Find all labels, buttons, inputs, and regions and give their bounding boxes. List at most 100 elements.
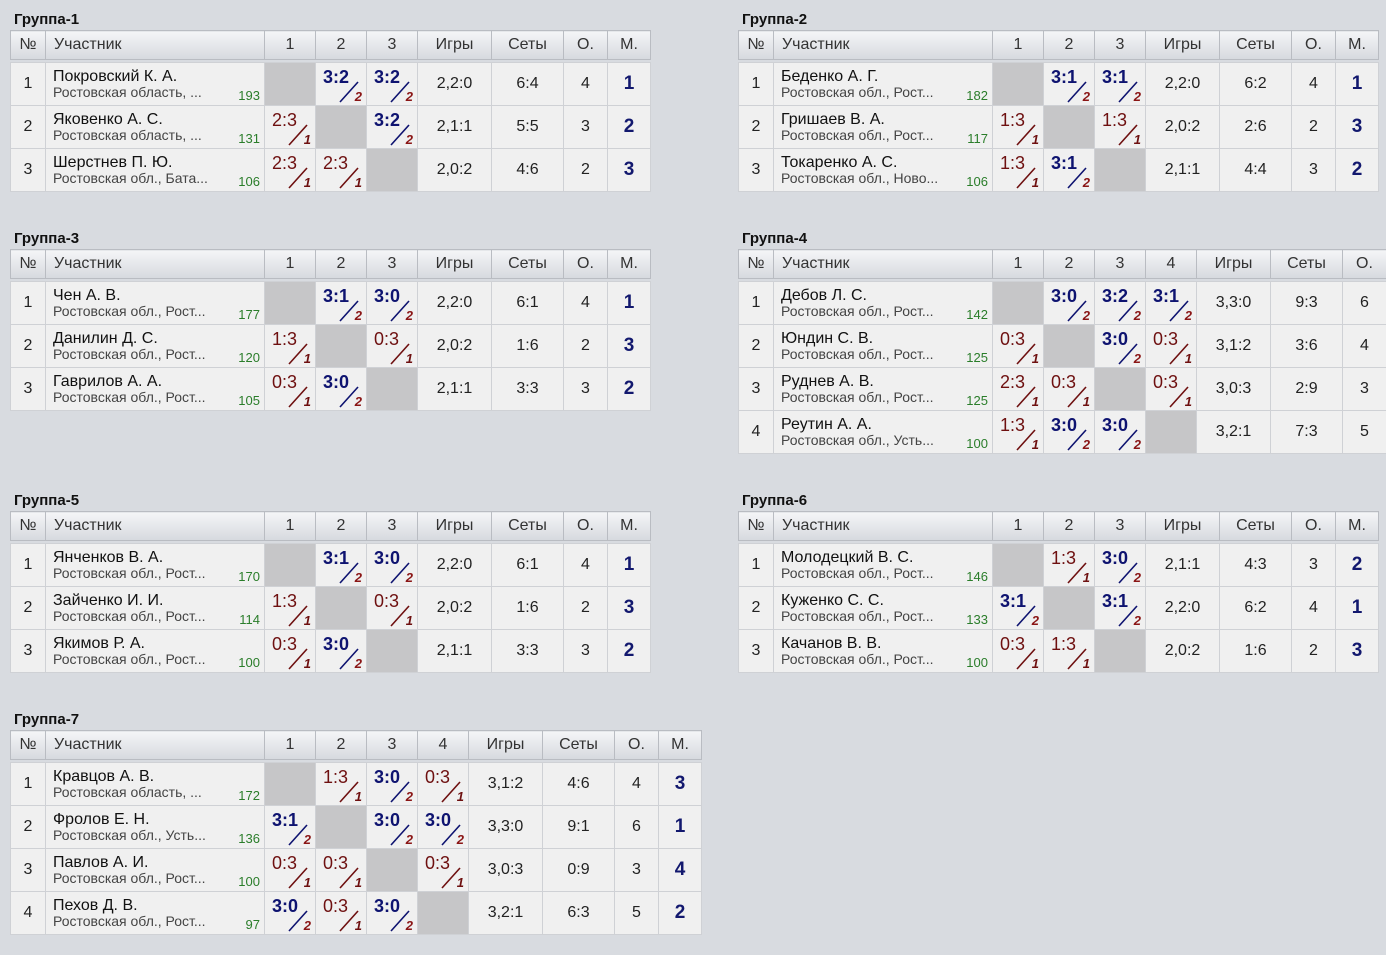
player-row[interactable]: 3 Якимов Р. А. Ростовская обл., Рост... 100… bbox=[10, 629, 651, 673]
player-row[interactable]: 2 Гришаев В. А. Ростовская обл., Рост... 11… bbox=[738, 105, 1379, 149]
col-header-opponent-3[interactable]: 3 bbox=[366, 30, 418, 60]
col-header-num[interactable]: № bbox=[738, 511, 774, 541]
col-header-points[interactable]: О. bbox=[563, 249, 608, 279]
player-row[interactable]: 3 Гаврилов А. А. Ростовская обл., Рост... 1… bbox=[10, 367, 651, 411]
col-header-points[interactable]: О. bbox=[563, 511, 608, 541]
col-header-opponent-3[interactable]: 3 bbox=[366, 511, 418, 541]
col-header-opponent-3[interactable]: 3 bbox=[1094, 249, 1146, 279]
player-row[interactable]: 1 Янченков В. А. Ростовская обл., Рост... 1… bbox=[10, 543, 651, 587]
col-header-opponent-3[interactable]: 3 bbox=[1094, 30, 1146, 60]
col-header-points[interactable]: О. bbox=[614, 730, 659, 760]
col-header-opponent-2[interactable]: 2 bbox=[315, 249, 367, 279]
participant-name[interactable]: Фролов Е. Н. bbox=[53, 811, 150, 828]
col-header-participant[interactable]: Участник bbox=[773, 249, 993, 279]
match-result-cell[interactable]: 1:3 1 bbox=[1043, 543, 1095, 587]
participant-cell[interactable]: Юндин С. В. Ростовская обл., Рост... 125 bbox=[773, 324, 993, 368]
col-header-opponent-2[interactable]: 2 bbox=[1043, 249, 1095, 279]
player-row[interactable]: 3 Руднев А. В. Ростовская обл., Рост... 125… bbox=[738, 367, 1386, 411]
player-row[interactable]: 1 Кравцов А. В. Ростовская область, ... 172… bbox=[10, 762, 702, 806]
player-row[interactable]: 4 Пехов Д. В. Ростовская обл., Рост... 97 3:… bbox=[10, 891, 702, 935]
col-header-games[interactable]: Игры bbox=[1196, 249, 1271, 279]
col-header-participant[interactable]: Участник bbox=[45, 249, 265, 279]
participant-name[interactable]: Яковенко А. С. bbox=[53, 111, 163, 128]
match-result-cell[interactable]: 3:0 2 bbox=[315, 629, 367, 673]
participant-name[interactable]: Пехов Д. В. bbox=[53, 897, 138, 914]
col-header-num[interactable]: № bbox=[10, 511, 46, 541]
col-header-opponent-3[interactable]: 3 bbox=[366, 249, 418, 279]
col-header-place[interactable]: М. bbox=[1335, 30, 1379, 60]
match-result-cell[interactable]: 3:0 2 bbox=[366, 762, 418, 806]
match-result-cell[interactable]: 3:1 2 bbox=[315, 281, 367, 325]
col-header-games[interactable]: Игры bbox=[417, 511, 492, 541]
participant-cell[interactable]: Качанов В. В. Ростовская обл., Рост... 100 bbox=[773, 629, 993, 673]
participant-cell[interactable]: Гришаев В. А. Ростовская обл., Рост... 117 bbox=[773, 105, 993, 149]
match-result-cell[interactable]: 3:1 2 bbox=[1094, 62, 1146, 106]
match-result-cell[interactable]: 3:0 2 bbox=[1043, 410, 1095, 454]
match-result-cell[interactable]: 3:0 2 bbox=[366, 543, 418, 587]
match-result-cell[interactable]: 3:1 2 bbox=[1043, 62, 1095, 106]
participant-name[interactable]: Руднев А. В. bbox=[781, 373, 874, 390]
player-row[interactable]: 2 Юндин С. В. Ростовская обл., Рост... 125 0… bbox=[738, 324, 1386, 368]
col-header-sets[interactable]: Сеты bbox=[491, 249, 564, 279]
match-result-cell[interactable]: 3:0 2 bbox=[315, 367, 367, 411]
participant-cell[interactable]: Молодецкий В. С. Ростовская обл., Рост...… bbox=[773, 543, 993, 587]
participant-name[interactable]: Гаврилов А. А. bbox=[53, 373, 163, 390]
col-header-opponent-1[interactable]: 1 bbox=[264, 30, 316, 60]
col-header-games[interactable]: Игры bbox=[417, 249, 492, 279]
match-result-cell[interactable]: 3:2 2 bbox=[366, 62, 418, 106]
match-result-cell[interactable]: 0:3 1 bbox=[992, 324, 1044, 368]
match-result-cell[interactable]: 3:2 2 bbox=[366, 105, 418, 149]
player-row[interactable]: 3 Качанов В. В. Ростовская обл., Рост... 10… bbox=[738, 629, 1379, 673]
col-header-opponent-1[interactable]: 1 bbox=[992, 249, 1044, 279]
participant-cell[interactable]: Реутин А. А. Ростовская обл., Усть... 100 bbox=[773, 410, 993, 454]
col-header-opponent-4[interactable]: 4 bbox=[417, 730, 469, 760]
participant-cell[interactable]: Якимов Р. А. Ростовская обл., Рост... 100 bbox=[45, 629, 265, 673]
col-header-place[interactable]: М. bbox=[607, 249, 651, 279]
player-row[interactable]: 1 Чен А. В. Ростовская обл., Рост... 177 3:1… bbox=[10, 281, 651, 325]
match-result-cell[interactable]: 1:3 1 bbox=[315, 762, 367, 806]
participant-cell[interactable]: Беденко А. Г. Ростовская обл., Рост... 182 bbox=[773, 62, 993, 106]
match-result-cell[interactable]: 0:3 1 bbox=[315, 891, 367, 935]
match-result-cell[interactable]: 3:1 2 bbox=[1094, 586, 1146, 630]
participant-name[interactable]: Шерстнев П. Ю. bbox=[53, 154, 173, 171]
match-result-cell[interactable]: 0:3 1 bbox=[264, 629, 316, 673]
col-header-opponent-2[interactable]: 2 bbox=[315, 511, 367, 541]
match-result-cell[interactable]: 1:3 1 bbox=[1043, 629, 1095, 673]
participant-cell[interactable]: Чен А. В. Ростовская обл., Рост... 177 bbox=[45, 281, 265, 325]
col-header-opponent-2[interactable]: 2 bbox=[1043, 511, 1095, 541]
col-header-opponent-1[interactable]: 1 bbox=[264, 511, 316, 541]
participant-cell[interactable]: Павлов А. И. Ростовская обл., Рост... 100 bbox=[45, 848, 265, 892]
col-header-sets[interactable]: Сеты bbox=[1219, 511, 1292, 541]
col-header-points[interactable]: О. bbox=[563, 30, 608, 60]
col-header-points[interactable]: О. bbox=[1291, 511, 1336, 541]
match-result-cell[interactable]: 3:1 2 bbox=[992, 586, 1044, 630]
col-header-points[interactable]: О. bbox=[1291, 30, 1336, 60]
col-header-opponent-1[interactable]: 1 bbox=[264, 249, 316, 279]
participant-name[interactable]: Дебов Л. С. bbox=[781, 287, 867, 304]
col-header-num[interactable]: № bbox=[738, 30, 774, 60]
participant-cell[interactable]: Фролов Е. Н. Ростовская обл., Усть... 136 bbox=[45, 805, 265, 849]
participant-cell[interactable]: Руднев А. В. Ростовская обл., Рост... 125 bbox=[773, 367, 993, 411]
match-result-cell[interactable]: 3:0 2 bbox=[264, 891, 316, 935]
player-row[interactable]: 1 Молодецкий В. С. Ростовская обл., Рост..… bbox=[738, 543, 1379, 587]
col-header-opponent-3[interactable]: 3 bbox=[1094, 511, 1146, 541]
col-header-opponent-2[interactable]: 2 bbox=[315, 30, 367, 60]
participant-name[interactable]: Чен А. В. bbox=[53, 287, 121, 304]
col-header-games[interactable]: Игры bbox=[417, 30, 492, 60]
match-result-cell[interactable]: 3:0 2 bbox=[1094, 543, 1146, 587]
col-header-participant[interactable]: Участник bbox=[45, 30, 265, 60]
match-result-cell[interactable]: 3:0 2 bbox=[1043, 281, 1095, 325]
player-row[interactable]: 1 Беденко А. Г. Ростовская обл., Рост... 18… bbox=[738, 62, 1379, 106]
participant-cell[interactable]: Янченков В. А. Ростовская обл., Рост... 17… bbox=[45, 543, 265, 587]
match-result-cell[interactable]: 1:3 1 bbox=[264, 324, 316, 368]
match-result-cell[interactable]: 2:3 1 bbox=[264, 105, 316, 149]
col-header-place[interactable]: М. bbox=[1335, 511, 1379, 541]
participant-name[interactable]: Павлов А. И. bbox=[53, 854, 149, 871]
col-header-participant[interactable]: Участник bbox=[45, 730, 265, 760]
participant-name[interactable]: Зайченко И. И. bbox=[53, 592, 164, 609]
participant-name[interactable]: Данилин Д. С. bbox=[53, 330, 158, 347]
match-result-cell[interactable]: 1:3 1 bbox=[992, 148, 1044, 192]
col-header-opponent-1[interactable]: 1 bbox=[264, 730, 316, 760]
player-row[interactable]: 2 Зайченко И. И. Ростовская обл., Рост... 1… bbox=[10, 586, 651, 630]
match-result-cell[interactable]: 3:1 2 bbox=[1145, 281, 1197, 325]
